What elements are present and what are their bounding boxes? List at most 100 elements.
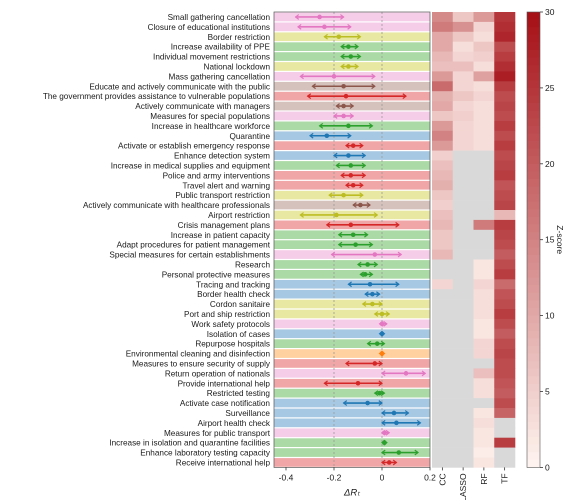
row-label: Return operation of nationals [165,369,270,378]
heatmap-cell [494,229,516,240]
colorbar-step [527,34,540,43]
heatmap-cell [452,398,474,409]
heatmap-cell [494,408,516,419]
point-estimate [379,321,385,327]
colorbar-step [527,141,540,150]
heatmap-cell [473,120,495,132]
colorbar-step [527,178,540,187]
heatmap-cell [494,417,516,429]
heatmap-cell [494,427,516,438]
row-band [274,131,430,141]
ci-upper-cap [368,241,374,248]
heatmap-cell [432,31,454,42]
heatmap-cell [473,81,495,92]
row-band [274,388,430,398]
row-label: Airport restriction [208,211,270,220]
ci-lower-cap [366,340,372,347]
heatmap-cell [452,170,474,181]
heatmap-cell [452,338,474,349]
heatmap: CC LASSO RF TF [432,12,516,500]
point-estimate [379,351,385,356]
ci-upper-cap [349,113,355,119]
row-label: Border restriction [208,33,271,42]
ci-upper-cap [368,122,374,129]
heatmap-cell [432,200,454,211]
point-estimate [341,103,346,109]
heatmap-cell [473,447,495,458]
x-tick-label: 0 [380,472,385,482]
row-label: Police and army interventions [163,171,270,180]
heatmap-cell [432,378,454,389]
heatmap-cell [494,12,516,23]
ci-lower-cap [335,162,340,169]
ci-lower-cap [357,261,362,268]
heatmap-cell [473,279,495,290]
row-label: Measures for public transport [164,429,271,438]
row-label: Public transport restriction [175,191,270,200]
ci-upper-cap [364,231,369,238]
heatmap-cell [432,210,454,221]
heatmap-cell [452,447,474,458]
colorbar-step [527,262,540,271]
ci-lower-cap [352,202,357,208]
heatmap-cell [452,378,474,389]
ci-upper-cap [373,212,379,218]
heatmap-cell [452,279,474,290]
colorbar-step [527,254,540,263]
ci-upper-cap [414,449,419,456]
ci-lower-cap [309,132,314,139]
heatmap-cell [494,71,516,82]
point-estimate [362,272,368,277]
heatmap-cell [473,41,495,52]
point-estimate [372,252,378,257]
point-estimate [370,291,375,297]
heatmap-cell [432,309,454,320]
ci-upper-cap [378,301,383,307]
row-band [274,448,430,457]
column-label: CC [437,473,447,485]
point-estimate [358,202,363,208]
heatmap-cell [473,229,495,240]
heatmap-cell [473,71,495,82]
colorbar-tick-label: 25 [545,83,555,93]
row-label: Increase in healthcare workforce [152,122,271,131]
heatmap-cell [432,417,454,429]
row-band [274,369,430,378]
heatmap-cell [452,289,474,300]
row-label: Measures for special populations [150,112,270,121]
heatmap-cell [452,249,474,260]
heatmap-cell [432,259,454,270]
x-axis: -0.4 -0.2 0 0.2 ΔRₜ [279,467,436,498]
ci-upper-cap [378,400,383,406]
ci-upper-cap [354,63,359,70]
row-label: Special measures for certain establishme… [109,251,270,260]
heatmap-cell [494,249,516,260]
heatmap-cell [494,447,516,458]
ci-upper-cap [371,73,376,80]
ci-lower-cap [340,43,345,50]
heatmap-cell [452,348,474,359]
colorbar-step [527,285,540,294]
heatmap-cell [452,309,474,320]
heatmap-cell [473,348,495,359]
row-label: Isolation of cases [207,330,270,339]
heatmap-cell [473,368,495,379]
row-label: Actively communicate with managers [135,102,270,111]
point-estimate [346,44,351,49]
heatmap-cell [473,239,495,250]
heatmap-cell [473,150,495,161]
colorbar-step [527,19,540,28]
colorbar-step [527,406,540,415]
heatmap-cell [432,348,454,359]
ci-upper-cap [359,142,364,149]
heatmap-cell [494,140,516,151]
row-band [274,339,430,348]
ci-upper-cap [380,390,386,397]
heatmap-cell [432,269,454,280]
colorbar-step [527,452,540,461]
heatmap-cell [473,388,495,399]
heatmap-cell [452,299,474,310]
ci-upper-cap [347,23,352,30]
heatmap-cell [432,358,454,369]
